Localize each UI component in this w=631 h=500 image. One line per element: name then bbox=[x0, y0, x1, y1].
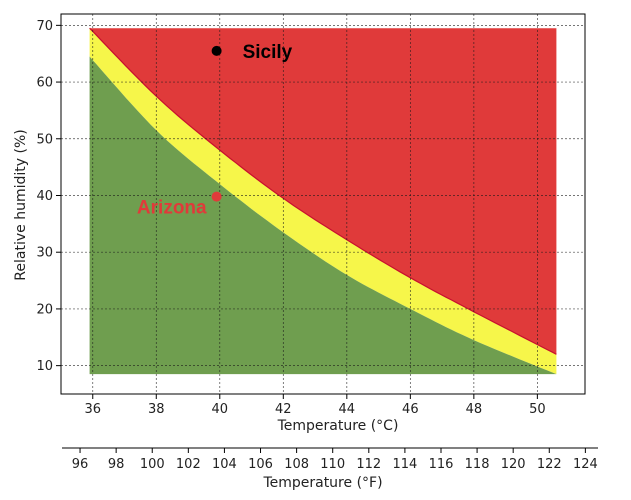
f-tick-label: 104 bbox=[212, 457, 237, 472]
f-tick-label: 108 bbox=[284, 457, 309, 472]
data-points: Sicily Arizona bbox=[137, 42, 293, 219]
label-arizona: Arizona bbox=[137, 198, 207, 219]
f-tick-label: 112 bbox=[356, 457, 381, 472]
caution-region bbox=[89, 28, 557, 375]
f-tick-label: 122 bbox=[537, 457, 562, 472]
y-tick-label: 60 bbox=[36, 76, 53, 91]
x-axis-ticks: 36 38 40 42 44 46 48 50 bbox=[84, 394, 546, 417]
y-tick-label: 20 bbox=[36, 302, 53, 317]
x-tick-label: 42 bbox=[275, 402, 292, 417]
safe-region bbox=[89, 56, 557, 375]
x-tick-label: 40 bbox=[212, 402, 229, 417]
danger-region bbox=[89, 28, 557, 355]
grid bbox=[61, 14, 585, 394]
y-tick-label: 30 bbox=[36, 246, 53, 261]
f-tick-label: 98 bbox=[108, 457, 125, 472]
upper-boundary-line bbox=[89, 27, 557, 355]
f-tick-label: 114 bbox=[392, 457, 417, 472]
secondary-x-axis-label: Temperature (°F) bbox=[262, 475, 382, 491]
x-tick-label: 38 bbox=[148, 402, 165, 417]
fahrenheit-axis: 96 98 100 102 104 106 108 110 112 114 116 118 120 122… bbox=[62, 447, 598, 472]
x-tick-label: 48 bbox=[466, 402, 483, 417]
x-tick-label: 46 bbox=[402, 402, 419, 417]
f-tick-label: 106 bbox=[248, 457, 273, 472]
x-tick-label: 44 bbox=[339, 402, 356, 417]
f-tick-label: 100 bbox=[140, 457, 165, 472]
risk-regions bbox=[89, 27, 557, 375]
f-tick-label: 124 bbox=[573, 457, 598, 472]
f-tick-label: 120 bbox=[501, 457, 526, 472]
f-tick-label: 102 bbox=[176, 457, 201, 472]
y-tick-label: 70 bbox=[36, 19, 53, 34]
x-axis-label: Temperature (°C) bbox=[277, 418, 399, 434]
y-axis-label: Relative humidity (%) bbox=[13, 129, 29, 280]
plot-frame bbox=[60, 13, 586, 395]
y-tick-label: 50 bbox=[36, 132, 53, 147]
point-sicily bbox=[211, 45, 222, 56]
x-tick-label: 50 bbox=[529, 402, 546, 417]
f-tick-label: 116 bbox=[429, 457, 454, 472]
f-tick-label: 110 bbox=[320, 457, 345, 472]
point-arizona bbox=[211, 191, 222, 202]
y-tick-label: 10 bbox=[36, 359, 53, 374]
y-tick-label: 40 bbox=[36, 189, 53, 204]
x-tick-label: 36 bbox=[84, 402, 101, 417]
label-sicily: Sicily bbox=[243, 42, 293, 63]
y-axis-ticks: 10 20 30 40 50 60 70 bbox=[36, 19, 61, 374]
f-tick-label: 96 bbox=[72, 457, 89, 472]
f-tick-label: 118 bbox=[465, 457, 490, 472]
